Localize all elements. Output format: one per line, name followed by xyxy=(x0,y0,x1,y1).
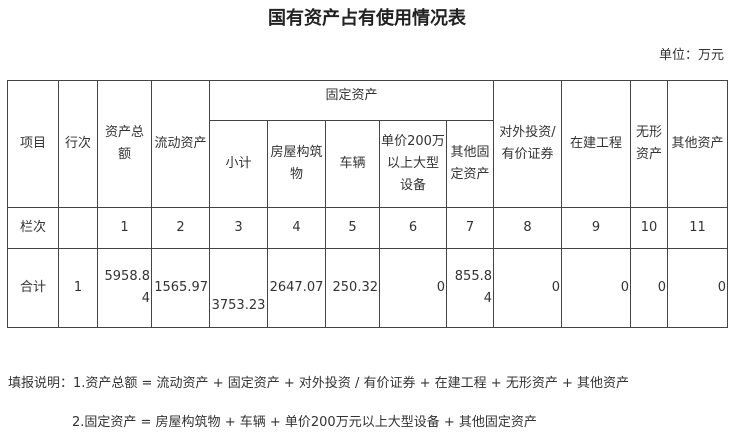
table-row: 栏次 1 2 3 4 5 6 7 8 9 10 11 xyxy=(7,207,728,249)
cell: 5958.84 xyxy=(97,248,152,328)
header-investments: 对外投资/有价证券 xyxy=(493,80,562,208)
header-fixed: 固定资产 xyxy=(209,80,494,121)
cell: 0 xyxy=(630,248,668,328)
header-current: 流动资产 xyxy=(151,80,210,208)
header-row-no: 行次 xyxy=(58,80,98,208)
note-1: 填报说明：1.资产总额 = 流动资产 + 固定资产 + 对外投资 / 有价证券 … xyxy=(8,376,629,391)
cell: 11 xyxy=(667,207,728,249)
cell: 0 xyxy=(561,248,631,328)
table-row: 合计 1 5958.84 1565.97 3753.23 2647.07 250… xyxy=(7,248,728,328)
cell: 栏次 xyxy=(7,207,59,249)
cell: 250.32 xyxy=(325,248,380,328)
cell: 5 xyxy=(325,207,380,249)
cell: 2647.07 xyxy=(267,248,326,328)
note-2: 2.固定资产 = 房屋构筑物 + 车辆 + 单价200万元以上大型设备 + 其他… xyxy=(72,415,537,430)
header-subtotal: 小计 xyxy=(209,120,268,208)
header-other: 其他资产 xyxy=(667,80,728,208)
header-item: 项目 xyxy=(7,80,59,208)
cell: 0 xyxy=(667,248,728,328)
cell: 2 xyxy=(151,207,210,249)
asset-table: 项目 行次 资产总额 流动资产 固定资产 对外投资/有价证券 在建工程 无形资产… xyxy=(7,80,728,328)
page-title: 国有资产占有使用情况表 xyxy=(268,8,466,29)
cell: 3753.23 xyxy=(209,248,268,328)
cell: 6 xyxy=(379,207,447,249)
cell: 0 xyxy=(379,248,447,328)
header-total: 资产总额 xyxy=(97,80,152,208)
header-construction: 在建工程 xyxy=(561,80,631,208)
cell: 合计 xyxy=(7,248,59,328)
cell: 0 xyxy=(493,248,562,328)
cell: 4 xyxy=(267,207,326,249)
header-large-equipment: 单价200万以上大型设备 xyxy=(379,120,447,208)
unit-label: 单位：万元 xyxy=(658,48,724,63)
header-other-fixed: 其他固定资产 xyxy=(446,120,494,208)
cell: 1 xyxy=(97,207,152,249)
cell xyxy=(58,207,98,249)
header-vehicles: 车辆 xyxy=(325,120,380,208)
cell: 855.84 xyxy=(446,248,494,328)
cell: 8 xyxy=(493,207,562,249)
cell: 10 xyxy=(630,207,668,249)
header-intangible: 无形资产 xyxy=(630,80,668,208)
cell: 9 xyxy=(561,207,631,249)
cell: 7 xyxy=(446,207,494,249)
cell: 1 xyxy=(58,248,98,328)
cell: 3 xyxy=(209,207,268,249)
header-buildings: 房屋构筑物 xyxy=(267,120,326,208)
cell: 1565.97 xyxy=(151,248,210,328)
